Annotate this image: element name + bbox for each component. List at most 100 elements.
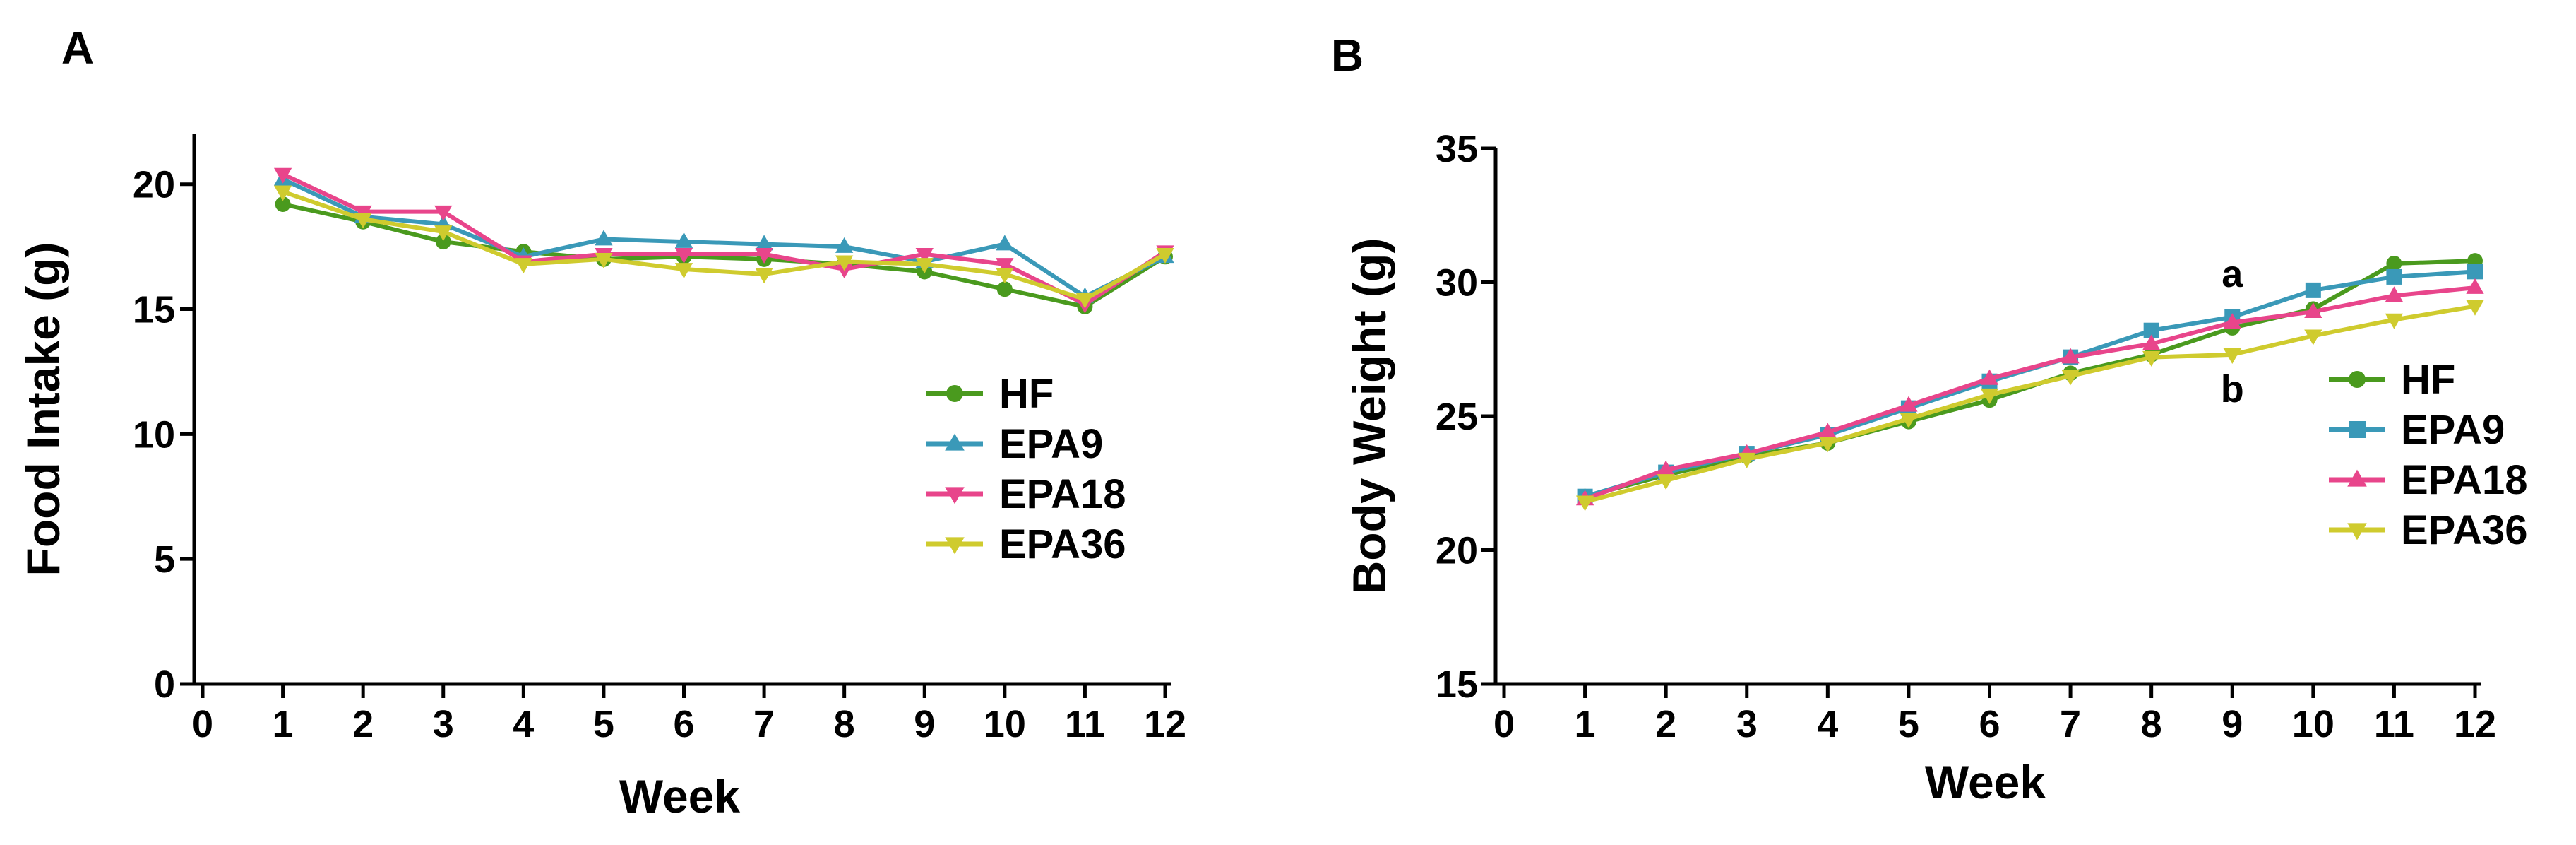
legend-label-epa36: EPA36	[2401, 507, 2527, 553]
x-tick-label: 6	[1979, 703, 2000, 745]
data-point-hf	[435, 234, 451, 250]
panel-label: A	[61, 23, 94, 73]
data-point-epa36	[1818, 437, 1837, 453]
data-point-epa18	[915, 247, 934, 264]
x-tick-label: 6	[673, 703, 694, 745]
x-tick-label: 12	[1144, 703, 1186, 745]
y-tick-label: 20	[133, 164, 175, 206]
x-tick-label: 4	[513, 703, 534, 745]
data-point-epa36	[434, 225, 453, 242]
x-tick-label: 9	[2222, 703, 2243, 745]
data-point-epa9	[755, 235, 773, 251]
series-line-epa18	[1584, 285, 2476, 502]
legend-label-epa9: EPA9	[999, 421, 1103, 467]
data-point-epa9	[2143, 322, 2159, 338]
data-point-epa36	[354, 213, 372, 229]
data-point-hf	[2386, 255, 2402, 271]
series-line-epa9	[282, 177, 1167, 299]
data-point-epa9	[2305, 282, 2321, 298]
x-tick-label: 4	[1817, 703, 1838, 745]
y-tick-label: 20	[1436, 530, 1478, 572]
data-point-epa36	[1575, 495, 1594, 512]
legend-marker-epa9	[945, 433, 965, 451]
legend-marker-epa36	[945, 537, 965, 555]
x-tick-label: 3	[1736, 703, 1758, 745]
y-tick-label: 0	[154, 663, 175, 706]
x-tick-label: 7	[2060, 703, 2081, 745]
data-point-epa36	[2466, 300, 2484, 316]
x-tick-label: 12	[2454, 703, 2496, 745]
x-tick-label: 8	[834, 703, 855, 745]
data-point-epa18	[2223, 313, 2241, 329]
data-point-epa18	[755, 247, 773, 264]
data-point-epa9	[674, 232, 693, 248]
data-point-epa36	[273, 185, 292, 201]
data-point-epa36	[2385, 313, 2404, 329]
data-point-epa36	[2304, 329, 2322, 345]
x-tick-label: 3	[433, 703, 454, 745]
legend-label-epa18: EPA18	[2401, 457, 2527, 503]
x-tick-label: 2	[1655, 703, 1676, 745]
data-point-epa9	[835, 237, 854, 253]
data-point-epa18	[996, 258, 1014, 274]
data-point-epa9	[2467, 264, 2483, 280]
data-point-epa36	[2223, 348, 2241, 365]
x-axis-title: Week	[1925, 756, 2046, 808]
data-point-epa36	[996, 268, 1014, 284]
legend-marker-hf	[2349, 371, 2366, 388]
data-point-epa36	[514, 258, 532, 274]
legend-label-epa36: EPA36	[999, 521, 1126, 567]
x-tick-label: 2	[352, 703, 374, 745]
y-tick-label: 35	[1436, 128, 1478, 170]
data-point-epa36	[1156, 247, 1174, 264]
x-tick-label: 0	[192, 703, 213, 745]
x-tick-label: 7	[753, 703, 775, 745]
data-point-hf	[996, 281, 1013, 297]
panel-label: B	[1331, 30, 1364, 81]
data-point-epa18	[1980, 369, 1999, 385]
annotation-label: a	[2222, 253, 2243, 295]
y-tick-label: 15	[133, 289, 175, 331]
data-point-epa18	[273, 167, 292, 184]
x-tick-label: 1	[273, 703, 294, 745]
data-point-epa18	[2061, 348, 2080, 364]
data-point-epa36	[2061, 370, 2080, 386]
data-point-epa9	[2386, 268, 2402, 285]
series-line-epa36	[1584, 304, 2476, 504]
x-tick-label: 1	[1575, 703, 1596, 745]
legend-label-hf: HF	[2401, 357, 2455, 403]
legend-marker-epa18	[945, 487, 965, 504]
data-point-epa18	[434, 205, 453, 221]
annotation-label: b	[2221, 368, 2244, 410]
legend-label-hf: HF	[999, 371, 1054, 417]
y-tick-label: 30	[1436, 262, 1478, 305]
y-tick-label: 15	[1436, 663, 1478, 706]
x-tick-label: 5	[593, 703, 614, 745]
x-axis-title: Week	[619, 770, 741, 822]
data-point-epa36	[674, 263, 693, 279]
x-tick-label: 5	[1898, 703, 1919, 745]
legend-marker-hf	[946, 385, 963, 402]
data-point-epa9	[595, 230, 613, 246]
legend-marker-epa18	[2347, 469, 2367, 487]
x-tick-label: 11	[2374, 703, 2414, 745]
data-point-epa18	[1657, 460, 1675, 476]
y-tick-label: 25	[1436, 396, 1478, 438]
legend-marker-epa36	[2347, 523, 2367, 540]
data-point-epa18	[674, 247, 693, 264]
legend-label-epa9: EPA9	[2401, 407, 2505, 453]
data-point-epa36	[1900, 412, 1918, 428]
y-axis-title: Body Weight (g)	[1343, 238, 1395, 595]
data-point-epa36	[595, 253, 613, 269]
data-point-epa18	[2466, 278, 2484, 294]
y-tick-label: 10	[133, 413, 175, 456]
x-tick-label: 10	[984, 703, 1026, 745]
x-tick-label: 0	[1493, 703, 1515, 745]
data-point-epa36	[915, 258, 934, 274]
data-point-epa18	[2385, 286, 2404, 302]
data-point-epa36	[835, 255, 854, 271]
x-tick-label: 9	[914, 703, 935, 745]
